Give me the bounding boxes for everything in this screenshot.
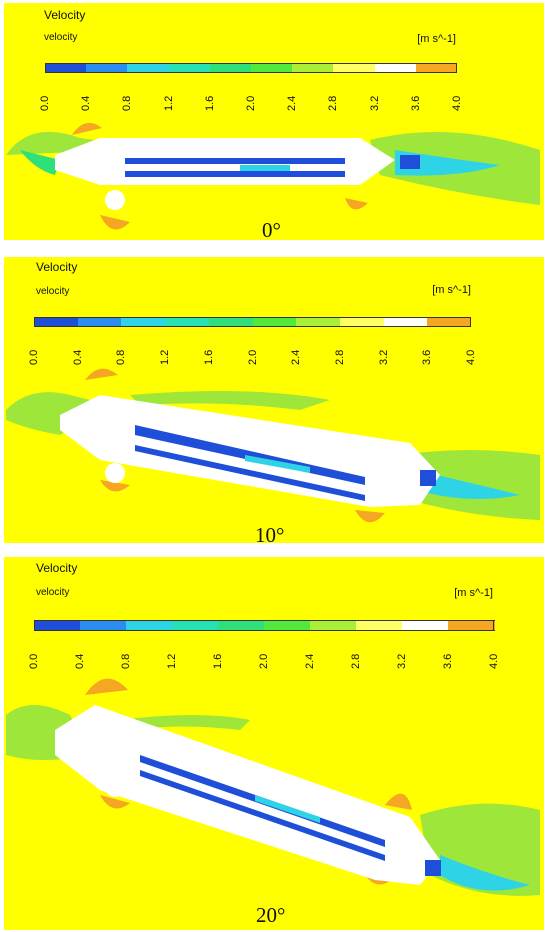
colorbar-tick-label: 2.4 [286,95,299,111]
colorbar-tick-label: 0.0 [39,95,51,111]
colorbar-tick-label: 0.4 [74,653,86,669]
colorbar-tick-label: 2.4 [290,349,303,365]
colorbar-tick-label: 2.4 [304,653,316,669]
contour-plot-10deg [4,257,544,543]
colorbar-tick-label: 1.6 [203,95,216,111]
colorbar: 0.0 0.4 0.8 1.2 1.6 2.0 2.4 2.8 3.2 3.6 4.0 [0,555,550,932]
plot-subtitle: velocity [36,286,70,297]
contour-plot-0deg [4,3,544,240]
plot-subtitle: velocity [36,587,70,598]
colorbar-tick-label: 1.6 [212,653,224,669]
colorbar-tick-label: 3.2 [368,95,381,111]
unit-label: [m s^-1] [432,284,471,296]
colorbar-tick-label: 1.2 [159,349,172,365]
angle-label: 10° [255,523,285,545]
colorbar-tick-label: 1.2 [162,95,175,111]
panel-10deg: Velocity velocity [m s^-1] 0.0 0.4 0.8 1.2 1… [0,255,550,545]
colorbar-tick-label: 0.4 [71,349,84,365]
unit-label: [m s^-1] [417,33,456,45]
colorbar-frame [34,620,494,631]
plot-title: Velocity [36,561,78,575]
colorbar-tick-label: 2.8 [350,653,362,669]
contour-plot-20deg [4,557,544,930]
colorbar-tick-label: 4.0 [451,95,463,111]
colorbar-tick-label: 0.8 [120,653,132,669]
colorbar-tick-label: 2.0 [246,349,259,365]
colorbar-tick-label: 4.0 [488,653,500,669]
colorbar-tick-label: 3.6 [442,653,454,669]
colorbar-frame [45,63,457,73]
colorbar-tick-label: 0.0 [28,653,40,669]
colorbar: 0.0 0.4 0.8 1.2 1.6 2.0 2.4 2.8 3.2 3.6 4.0 [0,0,550,243]
colorbar-tick-label: 2.0 [258,653,270,669]
colorbar-tick-label: 1.6 [202,349,215,365]
colorbar-tick-label: 4.0 [465,349,477,365]
unit-label: [m s^-1] [454,587,493,599]
colorbar-tick-label: 3.2 [377,349,390,365]
plot-title: Velocity [44,8,86,22]
plot-title: Velocity [36,260,78,274]
colorbar-tick-label: 1.2 [166,653,178,669]
plot-subtitle: velocity [44,32,78,43]
colorbar-tick-label: 3.6 [409,95,422,111]
colorbar-tick-label: 2.0 [245,95,257,111]
angle-label: 0° [262,218,281,242]
panel-20deg: Velocity velocity [m s^-1] 0.0 0.4 0.8 1.2 1… [0,555,550,932]
colorbar-tick-label: 0.4 [80,95,93,111]
panel-0deg: Velocity velocity [m s^-1] 0.0 0.4 0.8 1.2 1… [0,0,550,243]
colorbar-frame [34,317,471,327]
colorbar: 0.0 0.4 0.8 1.2 1.6 2.0 2.4 2.8 3.2 3.6 4.0 [0,255,550,545]
colorbar-tick-label: 2.8 [327,95,340,111]
colorbar-tick-label: 0.8 [115,349,128,365]
angle-label: 20° [256,903,286,927]
colorbar-tick-label: 3.2 [396,653,408,669]
colorbar-tick-label: 2.8 [333,349,346,365]
colorbar-tick-label: 0.0 [28,349,40,365]
colorbar-tick-label: 3.6 [421,349,434,365]
colorbar-tick-label: 0.8 [121,95,134,111]
